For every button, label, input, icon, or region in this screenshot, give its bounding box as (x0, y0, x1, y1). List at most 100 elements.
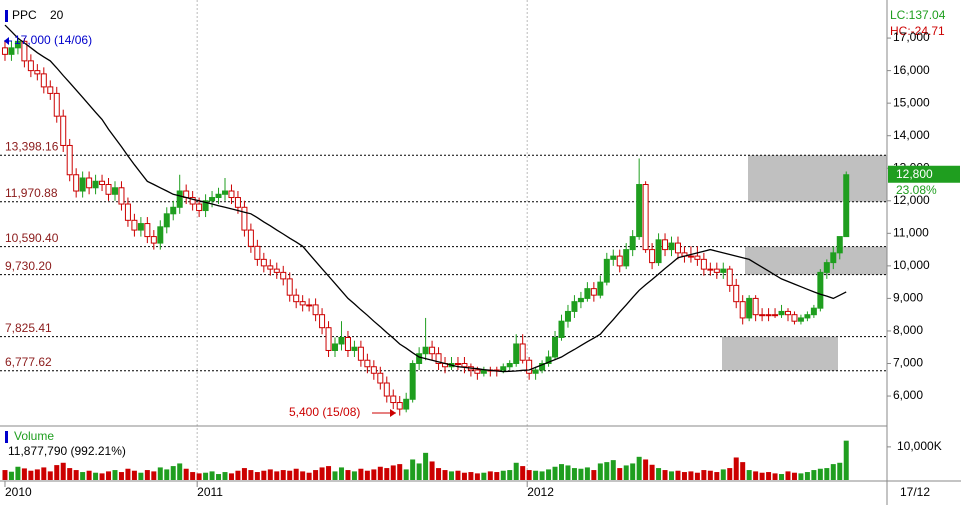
last-date: 17/12 (900, 485, 930, 499)
level-label: 10,590.40 (5, 231, 59, 245)
candle-body (577, 297, 584, 303)
candle-body (500, 366, 507, 371)
candle-body (791, 314, 798, 322)
volume-bar (623, 465, 629, 480)
candle-body (1, 47, 8, 55)
level-label: 13,398.16 (5, 139, 59, 153)
volume-bar (293, 468, 299, 480)
candle-body (189, 197, 196, 205)
volume-bar (2, 470, 8, 480)
volume-bar (235, 470, 241, 480)
volume-bar (183, 468, 189, 480)
volume-bar (222, 472, 228, 480)
candle-body (293, 294, 300, 303)
candle-body (623, 249, 630, 267)
volume-bar (804, 472, 810, 480)
last-change-label: 23.08% (896, 183, 937, 197)
candle-body (306, 304, 313, 307)
y-tick-label: 9,000 (893, 291, 923, 305)
candle-body (674, 242, 681, 254)
volume-bar (578, 468, 584, 480)
volume-bar (539, 471, 545, 480)
candle-body (157, 226, 164, 244)
volume-bar (507, 470, 513, 480)
volume-bar (649, 464, 655, 480)
volume-bar (41, 467, 47, 480)
volume-bar (468, 472, 474, 480)
candle-body (86, 177, 93, 189)
candle-body (325, 327, 332, 351)
volume-bar (448, 471, 454, 480)
candle-body (351, 346, 358, 351)
candle-body (105, 184, 112, 195)
candle-body (280, 271, 287, 280)
y-tick-label: 17,000 (893, 30, 930, 44)
volume-bar (377, 466, 383, 480)
volume-bar (688, 471, 694, 480)
volume-bar (597, 463, 603, 480)
candle-body (338, 336, 345, 345)
volume-bar (319, 467, 325, 480)
candle-body (590, 288, 597, 296)
volume-bar (643, 459, 649, 480)
volume-bar (151, 471, 157, 480)
volume-bar (610, 460, 616, 480)
annotation: 17,000 (14/06) (14, 33, 92, 47)
volume-bar (759, 472, 765, 480)
volume-bar (131, 470, 137, 480)
volume-bar (669, 471, 675, 480)
volume-summary: 11,877,790 (992.21%) (8, 444, 126, 458)
candle-body (694, 255, 701, 260)
volume-bar (526, 470, 532, 480)
y-tick-label: 16,000 (893, 63, 930, 77)
volume-bar (21, 468, 27, 480)
volume-bar (830, 464, 836, 480)
level-label: 6,777.62 (5, 355, 52, 369)
volume-bar (170, 466, 176, 480)
candle-body (558, 320, 565, 338)
volume-bar (86, 470, 92, 480)
volume-bar (513, 462, 519, 480)
candle-body (150, 236, 157, 244)
volume-bar (209, 471, 215, 480)
moving-average (4, 24, 847, 373)
volume-marker (5, 431, 8, 443)
volume-bar (455, 470, 461, 480)
y-tick-label: 15,000 (893, 95, 930, 109)
volume-bar (300, 471, 306, 480)
annotation: 5,400 (15/08) (289, 405, 360, 419)
volume-bar (520, 466, 526, 480)
volume-bar (630, 463, 636, 480)
volume-bar (824, 468, 830, 480)
candle-body (571, 301, 578, 312)
candle-body (784, 310, 791, 316)
volume-bar (694, 472, 700, 480)
volume-bar (675, 470, 681, 480)
candle-body (733, 284, 740, 303)
candle-body (79, 177, 86, 192)
candle-body (170, 206, 177, 215)
volume-bar (843, 440, 849, 480)
candle-body (40, 73, 47, 88)
candle-body (836, 236, 843, 254)
volume-title: Volume (14, 429, 54, 443)
last-price-label: 12,800 (896, 167, 933, 181)
volume-bar (47, 471, 53, 480)
volume-bar (429, 461, 435, 480)
volume-bar (144, 470, 150, 480)
volume-bar (34, 469, 40, 480)
candle-body (655, 239, 662, 264)
candle-body (435, 353, 442, 364)
candle-body (474, 369, 481, 374)
volume-bar (494, 472, 500, 480)
volume-bar (118, 472, 124, 480)
candle-body (797, 317, 804, 322)
lc-label: LC:137.04 (890, 8, 946, 22)
volume-bar (15, 466, 21, 480)
volume-bar (267, 469, 273, 480)
volume-bar (241, 468, 247, 480)
volume-bar (73, 470, 79, 480)
candle-body (390, 395, 397, 404)
volume-bar (559, 464, 565, 480)
volume-bar (746, 470, 752, 480)
